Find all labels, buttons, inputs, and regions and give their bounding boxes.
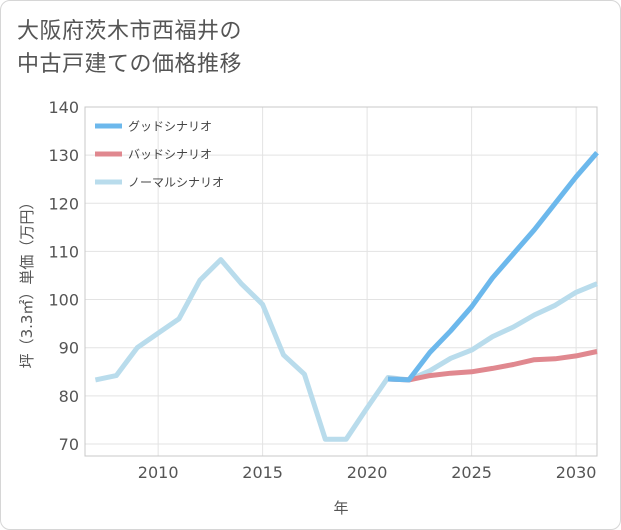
y-tick-label: 130 <box>48 146 79 165</box>
y-tick-label: 100 <box>48 291 79 310</box>
series-layer <box>94 151 599 442</box>
x-tick-label: 2015 <box>242 463 283 482</box>
x-tick-label: 2010 <box>138 463 179 482</box>
legend-item: ノーマルシナリオ <box>95 176 224 190</box>
chart-title-line-1: 大阪府茨木市西福井の <box>17 19 243 44</box>
x-tick-label: 2030 <box>556 463 597 482</box>
y-tick-label: 110 <box>48 242 79 261</box>
x-axis-label: 年 <box>333 499 348 517</box>
legend-item: バッドシナリオ <box>95 148 212 162</box>
series-line-good <box>387 151 599 383</box>
legend-label: ノーマルシナリオ <box>128 176 224 190</box>
y-tick-label: 80 <box>59 387 79 406</box>
y-axis-label: 坪（3.3㎡）単価（万円） <box>18 195 36 369</box>
series-line-bad <box>387 349 598 383</box>
y-tick-label: 90 <box>59 339 79 358</box>
legend-item: グッドシナリオ <box>95 120 212 134</box>
x-tick-label: 2020 <box>347 463 388 482</box>
x-tick-label: 2025 <box>451 463 492 482</box>
series-line-normal <box>94 257 598 442</box>
legend-label: グッドシナリオ <box>128 120 212 134</box>
legend-label: バッドシナリオ <box>128 148 212 162</box>
chart-title: 大阪府茨木市西福井の 中古戸建ての価格推移 <box>17 15 242 81</box>
y-tick-label: 70 <box>59 435 79 454</box>
chart-title-line-2: 中古戸建ての価格推移 <box>17 52 243 77</box>
tick-labels: 70 80 90 100 110 120 130 140 2010 2015 2020 2025 203… <box>48 98 596 482</box>
plot-area-frame <box>84 106 598 457</box>
y-tick-label: 140 <box>48 98 79 117</box>
y-tick-label: 120 <box>48 194 79 213</box>
